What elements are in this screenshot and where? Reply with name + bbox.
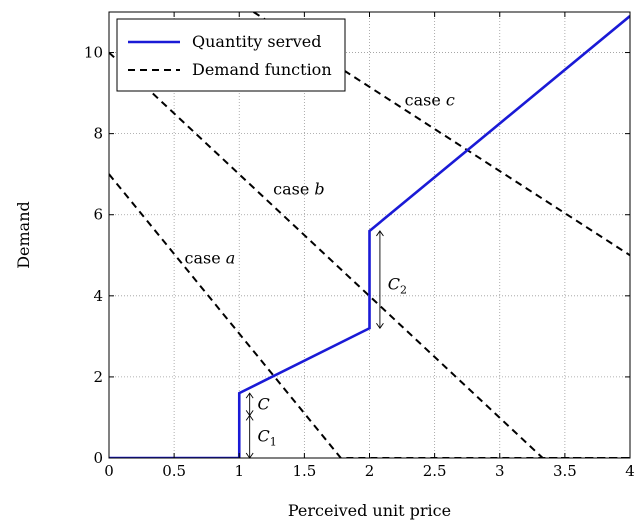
demand-function-line <box>109 51 630 458</box>
bracket-arrowhead <box>245 414 254 421</box>
quantity-served-line <box>109 15 630 458</box>
bracket-layer: C C1 C2 <box>245 230 407 459</box>
legend: Quantity served Demand function <box>116 18 346 92</box>
x-tick-label: 3 <box>495 462 505 480</box>
x-tick-label: 3.5 <box>553 462 577 480</box>
ticks: 0 0.5 1 1.5 2 2.5 3 3.5 4 0 2 4 6 8 10 <box>84 12 635 480</box>
bracket-label: C2 <box>388 275 407 297</box>
x-tick-label: 1.5 <box>292 462 316 480</box>
y-axis-label: Demand <box>14 201 33 269</box>
x-tick-label: 1 <box>234 462 244 480</box>
case-annotation-a: case a <box>185 248 236 267</box>
legend-label-demand-function: Demand function <box>192 60 332 79</box>
x-axis-label: Perceived unit price <box>288 501 451 520</box>
y-tick-label: 0 <box>93 449 103 467</box>
bracket-label: C <box>257 394 269 413</box>
case-annotation-b: case b <box>273 179 325 198</box>
legend-label-quantity-served: Quantity served <box>192 32 321 51</box>
annotations: case a case b case c <box>185 90 455 267</box>
x-tick-label: 2 <box>365 462 375 480</box>
bracket-arrowhead <box>245 392 254 399</box>
bracket-arrowhead <box>376 230 384 237</box>
bracket-label: C1 <box>257 427 276 449</box>
x-tick-label: 2.5 <box>423 462 447 480</box>
demand-function-line <box>109 173 630 458</box>
y-tick-label: 6 <box>93 206 103 224</box>
bracket-arrowhead <box>376 322 384 330</box>
legend-box <box>116 18 346 92</box>
x-tick-label: 4 <box>625 462 635 480</box>
y-tick-label: 8 <box>93 125 103 143</box>
x-tick-label: 0 <box>104 462 114 480</box>
y-tick-label: 4 <box>93 287 103 305</box>
case-annotation-c: case c <box>405 90 455 109</box>
x-tick-label: 0.5 <box>162 462 186 480</box>
y-tick-label: 2 <box>93 368 103 386</box>
y-tick-label: 10 <box>84 44 103 62</box>
